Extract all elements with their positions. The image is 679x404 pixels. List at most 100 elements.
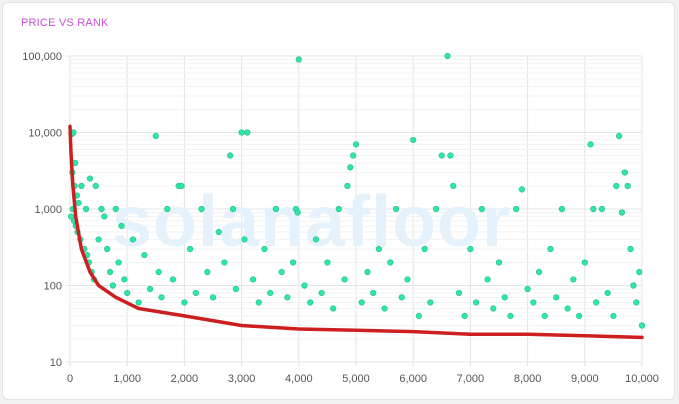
data-point [490,305,497,312]
data-point [495,259,503,266]
data-point [478,205,485,213]
data-point [106,268,114,276]
data-point [501,294,508,301]
data-point [450,182,457,190]
data-point [330,305,337,312]
data-point [227,152,234,159]
data-point [115,259,122,266]
data-point [344,182,351,190]
data-point [341,276,348,283]
data-point [347,164,354,171]
data-point [530,299,537,306]
watermark: solanafloor [112,182,511,262]
data-point [410,136,417,144]
data-point [86,175,94,182]
data-point [178,182,185,190]
data-point [558,205,566,213]
data-point [438,152,445,159]
data-point [364,268,371,276]
data-point [278,268,285,276]
data-point [244,129,251,136]
data-point [124,289,131,297]
data-point [404,276,411,283]
x-tick-label: 6,000 [399,373,427,385]
data-point [307,299,314,306]
data-point [398,294,405,301]
data-point [598,205,606,213]
data-point [375,245,382,253]
data-point [215,228,222,236]
data-point [238,129,245,136]
x-tick-label: 10,000 [625,373,659,385]
data-point [146,285,154,293]
data-point [241,236,248,243]
data-point [473,299,480,306]
x-tick-label: 9,000 [571,373,599,385]
data-point [312,236,320,243]
data-point [232,285,239,293]
data-point [633,299,640,306]
data-point [155,268,162,276]
x-tick-label: 8,000 [514,373,542,385]
data-point [638,322,646,329]
data-point [581,259,588,266]
data-point [318,289,325,297]
data-point [198,205,205,213]
data-point [524,285,531,293]
y-tick-label: 100,000 [22,51,62,63]
x-tick-label: 2,000 [171,373,199,385]
data-points [68,52,646,329]
x-tick-label: 1,000 [113,373,141,385]
data-point [541,312,548,320]
data-point [335,205,342,213]
data-point [221,259,228,266]
data-point [152,132,159,140]
data-point [444,52,451,60]
data-point [447,152,454,159]
data-point [604,289,611,297]
data-point [135,299,142,306]
floor-trend-line [68,124,644,340]
data-point [249,276,257,283]
data-point [95,236,102,243]
data-point [352,141,360,148]
data-point [129,236,137,243]
y-tick-label: 10,000 [28,128,62,140]
data-point [427,299,434,306]
data-point [101,213,108,220]
data-point [370,289,377,297]
data-point [467,245,474,253]
data-point [564,305,571,312]
data-point [616,132,623,140]
data-point [112,205,119,213]
data-point [158,294,165,301]
data-point [613,182,620,190]
data-point [267,289,274,297]
data-point [627,245,634,253]
data-point [392,205,400,213]
data-point [518,186,525,193]
data-point [181,299,188,306]
data-point [272,205,280,213]
data-point [92,182,99,190]
data-point [587,141,594,148]
y-tick-label: 1,000 [34,204,62,216]
data-point [350,152,357,159]
data-point [75,199,82,207]
data-point [82,205,90,213]
x-tick-label: 0 [67,373,73,385]
data-point [192,289,199,297]
data-point [575,312,583,320]
data-point [421,245,428,253]
data-point [432,205,440,213]
y-tick-label: 10 [50,357,62,369]
data-point [295,56,302,63]
x-axis: 0 1,000 2,000 3,000 4,000 5,000 6,000 7,000 8,00… [67,373,659,385]
data-point [209,294,217,301]
data-point [78,182,85,190]
data-point [358,299,365,306]
data-point [455,289,463,297]
data-point [513,205,520,213]
data-point [593,299,600,306]
